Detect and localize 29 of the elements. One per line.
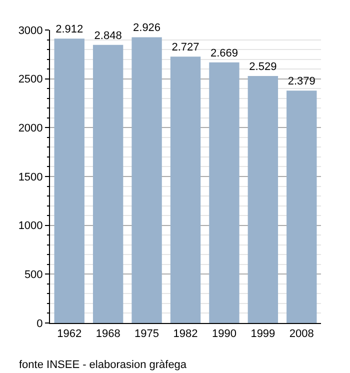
x-tick-label: 1962: [57, 328, 82, 340]
y-tick-label: 1000: [18, 220, 43, 232]
x-tick-label: 1975: [134, 328, 160, 340]
bar: [248, 76, 278, 323]
bar: [54, 38, 84, 323]
y-tick-label: 2500: [18, 74, 43, 86]
source-note: fonte INSEE - elaborasion gràfega: [19, 359, 188, 371]
bar: [92, 44, 124, 323]
x-tick-label: 1982: [173, 328, 198, 340]
data-label: 2.848: [94, 30, 122, 42]
x-tick-label: 2008: [289, 328, 314, 340]
y-tick-label: 1500: [18, 171, 43, 184]
bar: [286, 90, 317, 323]
x-tick-label: 1968: [96, 328, 120, 340]
data-label: 2.669: [210, 47, 238, 60]
data-label: 2.379: [288, 76, 316, 88]
y-tick-label: 3000: [18, 24, 43, 37]
data-label: 2.727: [172, 42, 200, 54]
data-label: 2.912: [56, 24, 84, 36]
bar: [132, 37, 162, 323]
data-label: 2.926: [133, 22, 161, 34]
y-tick-label: 500: [24, 269, 43, 282]
bar: [170, 56, 201, 323]
x-tick-label: 1999: [250, 328, 276, 340]
bar: [209, 62, 240, 323]
y-tick-label: 0: [36, 318, 43, 330]
data-label: 2.529: [249, 61, 277, 73]
y-tick-label: 2000: [18, 122, 43, 135]
x-tick-label: 1990: [212, 328, 236, 340]
